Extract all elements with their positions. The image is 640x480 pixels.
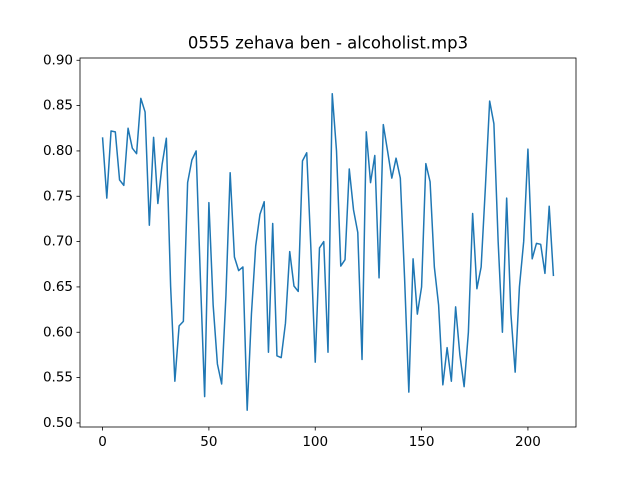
y-tick-label: 0.85	[43, 98, 73, 114]
x-tick-label: 200	[515, 434, 541, 450]
y-tick-label: 0.80	[43, 143, 73, 159]
y-tick-label: 0.50	[43, 415, 73, 431]
y-tick-label: 0.65	[43, 279, 73, 295]
y-tick-label: 0.55	[43, 370, 73, 386]
y-tick-label: 0.70	[43, 234, 73, 250]
chart-title: 0555 zehava ben - alcoholist.mp3	[188, 34, 468, 53]
data-line	[101, 93, 555, 411]
y-tick-label: 0.90	[43, 52, 73, 68]
y-tick-label: 0.75	[43, 188, 73, 204]
axes-frame	[79, 57, 577, 428]
x-tick-label: 100	[302, 434, 328, 450]
y-tick-label: 0.60	[43, 324, 73, 340]
x-tick-label: 50	[200, 434, 217, 450]
x-tick-label: 0	[98, 434, 107, 450]
x-tick-label: 150	[409, 434, 435, 450]
